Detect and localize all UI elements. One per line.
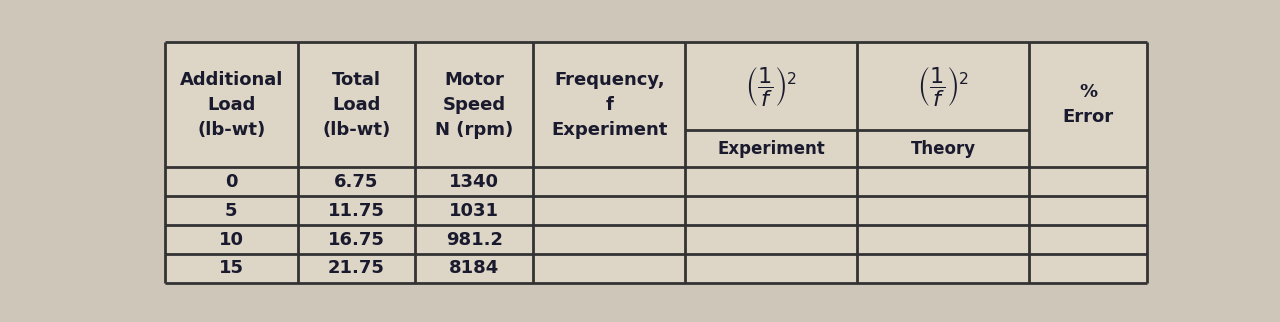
- Text: 11.75: 11.75: [328, 202, 385, 220]
- Text: Theory: Theory: [910, 140, 975, 158]
- Text: Motor
Speed
N (rpm): Motor Speed N (rpm): [435, 71, 513, 139]
- Text: 16.75: 16.75: [328, 231, 385, 249]
- Text: Total
Load
(lb-wt): Total Load (lb-wt): [323, 71, 390, 139]
- Text: 8184: 8184: [449, 260, 499, 278]
- Text: 6.75: 6.75: [334, 173, 379, 191]
- Text: 5: 5: [225, 202, 238, 220]
- Text: 15: 15: [219, 260, 243, 278]
- Text: 0: 0: [225, 173, 238, 191]
- Text: Frequency,
f
Experiment: Frequency, f Experiment: [552, 71, 668, 139]
- Text: Experiment: Experiment: [718, 140, 826, 158]
- Text: %
Error: % Error: [1062, 83, 1114, 127]
- Text: $\left(\dfrac{1}{f}\right)^{2}$: $\left(\dfrac{1}{f}\right)^{2}$: [918, 65, 969, 108]
- Text: Additional
Load
(lb-wt): Additional Load (lb-wt): [179, 71, 283, 139]
- Text: 1031: 1031: [449, 202, 499, 220]
- Text: 21.75: 21.75: [328, 260, 385, 278]
- Text: 1340: 1340: [449, 173, 499, 191]
- Text: 10: 10: [219, 231, 243, 249]
- Text: $\left(\dfrac{1}{f}\right)^{2}$: $\left(\dfrac{1}{f}\right)^{2}$: [745, 65, 797, 108]
- Text: 981.2: 981.2: [445, 231, 503, 249]
